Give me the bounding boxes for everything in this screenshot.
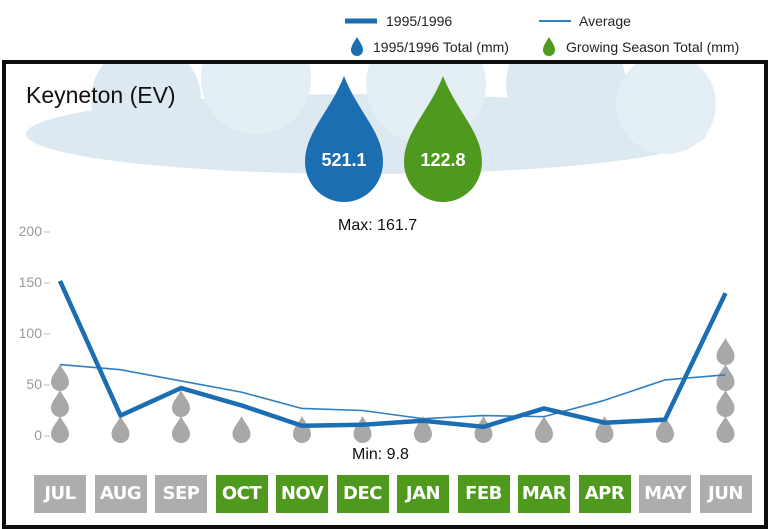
month-tile-feb: FEB	[457, 475, 510, 513]
growing-drop-icon	[543, 37, 555, 56]
series-line-average	[59, 363, 726, 420]
y-tick-label: 150	[18, 274, 42, 290]
raindrop-icon	[51, 390, 69, 417]
raindrop-icon	[535, 416, 553, 443]
raindrop-icon	[172, 416, 190, 443]
chart-panel: Keyneton (EV) 521.1 122.8 Max: 161.7 Min…	[2, 60, 768, 529]
raindrop-icon	[716, 390, 735, 417]
legend-average-label: Average	[579, 13, 631, 29]
y-tick-label: 0	[34, 427, 42, 443]
month-tile-jun: JUN	[699, 475, 752, 513]
month-tile-jul: JUL	[34, 475, 86, 513]
total-drop-icon	[351, 37, 363, 56]
raindrop-icon	[595, 416, 614, 443]
legend-growing-label: Growing Season Total (mm)	[566, 39, 740, 55]
month-tile-oct: OCT	[215, 475, 268, 513]
raindrop-icon	[414, 416, 432, 443]
raindrop-icon	[111, 416, 130, 443]
chart	[26, 64, 735, 443]
month-tile-nov: NOV	[276, 475, 328, 513]
max-label: Max: 161.7	[338, 217, 418, 234]
raindrop-icon	[716, 338, 735, 366]
month-tile-jan: JAN	[397, 475, 449, 513]
raindrop-icon	[656, 416, 674, 443]
raindrop-icon	[293, 416, 311, 443]
y-tick-label: 200	[18, 223, 42, 239]
month-tile-may: MAY	[639, 475, 691, 513]
min-label: Min: 9.8	[352, 446, 409, 463]
raindrop-icon	[353, 416, 372, 443]
raindrop-icon	[172, 390, 190, 417]
season-total-drop	[305, 76, 383, 202]
raindrop-icon	[474, 416, 493, 443]
y-tick-label: 100	[18, 325, 42, 341]
location-title: Keyneton (EV)	[26, 82, 176, 108]
raindrop-icon	[51, 416, 69, 443]
legend-total-label: 1995/1996 Total (mm)	[373, 39, 509, 55]
month-tile-apr: APR	[578, 475, 631, 513]
raindrop-icon	[716, 364, 735, 391]
raindrop-icon	[51, 364, 69, 391]
y-tick-label: 50	[26, 376, 42, 392]
series-lines	[57, 280, 728, 430]
gridlines	[44, 231, 50, 437]
series-line-swatch	[345, 18, 377, 24]
raindrops	[51, 338, 735, 443]
total-drops	[305, 76, 482, 202]
series-line-1995-1996	[57, 280, 728, 430]
raindrop-icon	[716, 416, 735, 443]
growing-total-drop	[404, 76, 482, 202]
legend-area: 1995/1996 Average 1995/1996 Total (mm) G…	[0, 0, 768, 60]
month-tile-aug: AUG	[94, 475, 147, 513]
month-tile-mar: MAR	[518, 475, 570, 513]
season-total-value: 521.1	[321, 150, 367, 170]
month-tile-sep: SEP	[155, 475, 207, 513]
average-line-swatch	[539, 20, 571, 22]
raindrop-icon	[232, 416, 251, 443]
legend-series-label: 1995/1996	[386, 13, 453, 29]
growing-total-value: 122.8	[420, 150, 466, 170]
month-tile-dec: DEC	[336, 475, 389, 513]
